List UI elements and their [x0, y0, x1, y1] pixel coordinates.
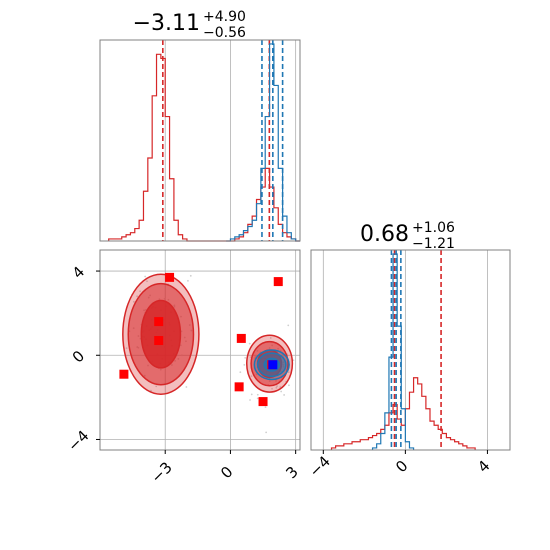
- red-marker: [119, 369, 129, 379]
- red-marker: [165, 272, 175, 282]
- sample-point: [275, 386, 278, 389]
- contour-level: [140, 299, 182, 369]
- y-tick-label: 0: [69, 347, 88, 366]
- blue-marker: [268, 360, 278, 370]
- sample-point: [144, 275, 147, 278]
- sample-point: [189, 274, 192, 277]
- x-tick-label: 4: [474, 457, 493, 476]
- sample-point: [256, 397, 259, 400]
- marginal-x-title: −3.11: [133, 11, 200, 36]
- x-tick-label: −4: [306, 452, 334, 480]
- sample-point: [243, 363, 246, 366]
- red-marker: [273, 277, 283, 287]
- sample-point: [155, 385, 158, 388]
- sample-point: [280, 390, 283, 393]
- sample-point: [132, 300, 135, 303]
- x-tick-label: 0: [392, 457, 411, 476]
- sample-point: [150, 389, 152, 392]
- sample-point: [146, 280, 148, 283]
- x-tick-label: 0: [217, 463, 236, 482]
- axes-frame: [99, 249, 301, 451]
- axes-frame: [99, 39, 301, 242]
- red-marker: [236, 333, 246, 343]
- sample-point: [185, 386, 188, 388]
- sample-point: [136, 295, 139, 298]
- sample-point: [283, 394, 286, 396]
- sample-point: [279, 386, 282, 388]
- histogram-series-0: [330, 377, 476, 450]
- marginal-x-title-plus: +4.90: [203, 9, 246, 25]
- sample-point: [239, 371, 242, 374]
- sample-point: [139, 290, 141, 293]
- y-tick-label: 4: [69, 263, 88, 282]
- sample-point: [287, 324, 290, 327]
- axes-frame: [310, 249, 511, 451]
- sample-point: [269, 337, 272, 339]
- sample-point: [256, 393, 259, 396]
- sample-point: [288, 384, 290, 387]
- red-marker: [154, 336, 164, 346]
- sample-point: [250, 393, 253, 396]
- sample-point: [276, 385, 278, 388]
- red-marker: [234, 382, 244, 392]
- sample-point: [265, 431, 268, 434]
- histogram-series-0: [108, 53, 300, 242]
- red-marker: [154, 317, 164, 327]
- marginal-y-title: 0.68: [360, 222, 409, 247]
- joint-panel: −3 0 3 −4 0 4: [64, 249, 302, 487]
- marginal-x-title-median: −3.11: [133, 11, 200, 36]
- sample-point: [250, 375, 253, 378]
- y-tick-label: −4: [64, 427, 92, 455]
- sample-point: [244, 356, 247, 359]
- marginal-y-title-median: 0.68: [360, 222, 409, 247]
- sample-point: [125, 347, 128, 350]
- marginal-x-title-minus: −0.56: [203, 25, 246, 41]
- marginal-y-title-plus: +1.06: [412, 220, 455, 236]
- sample-point: [249, 399, 251, 401]
- red-marker: [258, 397, 268, 407]
- marginal-y-panel: −4 0 4: [306, 249, 511, 481]
- sample-point: [248, 342, 251, 345]
- sample-point: [271, 387, 273, 390]
- x-tick-label: 3: [282, 463, 301, 482]
- sample-point: [187, 279, 189, 282]
- x-tick-label: −3: [147, 458, 175, 486]
- marginal-x-panel: [99, 39, 301, 242]
- sample-point: [287, 371, 290, 374]
- histogram-series-1: [371, 253, 415, 450]
- marginal-y-title-minus: −1.21: [412, 236, 455, 252]
- sample-point: [264, 406, 267, 409]
- histogram-series-1: [226, 43, 300, 242]
